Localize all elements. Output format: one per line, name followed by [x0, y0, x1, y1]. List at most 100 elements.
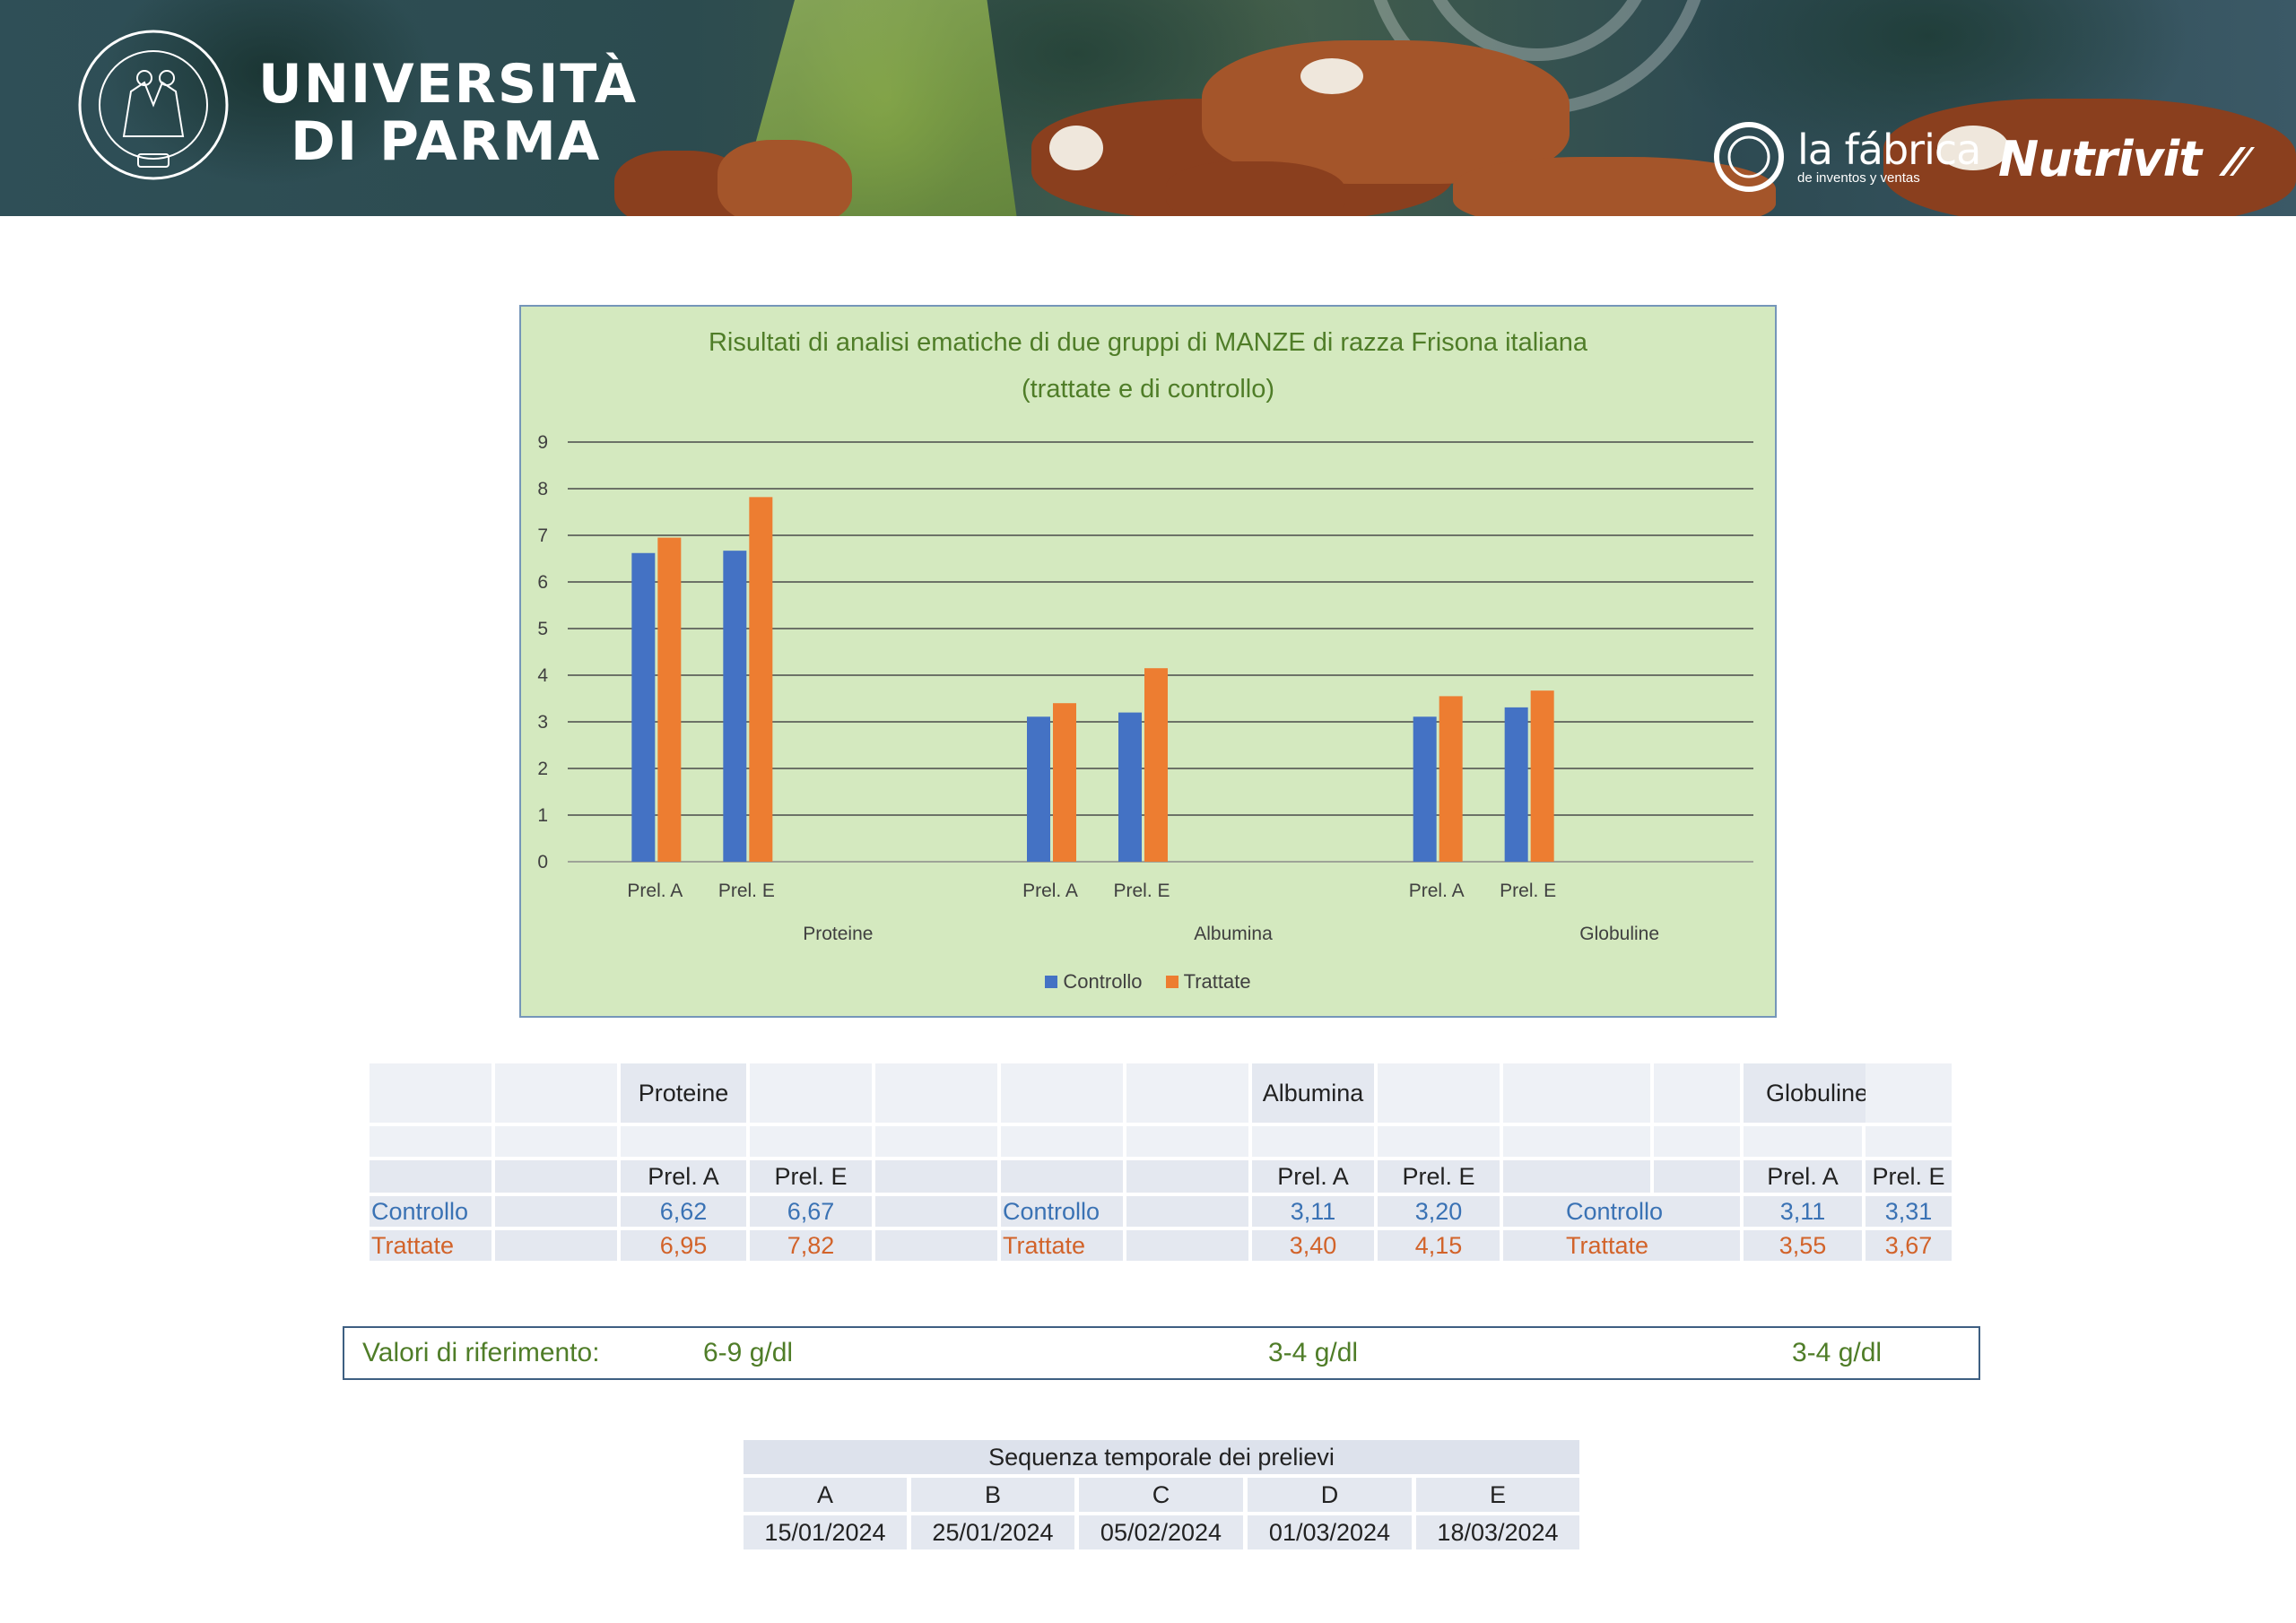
reference-values-box: Valori di riferimento: 6-9 g/dl 3-4 g/dl…	[343, 1326, 1980, 1380]
sequence-date-e: 18/03/2024	[1416, 1515, 1579, 1549]
table-cell-empty	[875, 1126, 997, 1157]
col-header-prel-a: Prel. A	[1252, 1160, 1374, 1193]
cow-image	[1453, 157, 1776, 216]
reference-label: Valori di riferimento:	[362, 1338, 600, 1367]
value-controllo-prel-e: 3,20	[1378, 1196, 1500, 1227]
university-seal-logo	[78, 30, 229, 180]
value-controllo-prel-a: 3,11	[1744, 1196, 1862, 1227]
sequence-letter-c: C	[1079, 1478, 1243, 1512]
header-banner: UNIVERSITÀ DI PARMA la fábrica de invent…	[0, 0, 2296, 216]
y-tick-label: 5	[537, 619, 548, 639]
table-cell-empty	[370, 1160, 491, 1193]
sequence-letter-e: E	[1416, 1478, 1579, 1512]
row-label-controllo: Controllo	[1564, 1196, 1740, 1227]
university-name: UNIVERSITÀ DI PARMA	[258, 56, 638, 170]
y-tick-label: 0	[537, 852, 548, 872]
nutrivit-logo-text: Nutrivit	[1998, 131, 2202, 187]
bar-controllo-globuline	[1413, 716, 1437, 862]
x-category-label: Prel. E	[1500, 881, 1556, 901]
table-cell-empty	[1654, 1063, 1740, 1123]
cow-image	[1883, 99, 2296, 216]
x-category-label: Prel. A	[1022, 881, 1078, 901]
col-header-prel-e: Prel. E	[1866, 1160, 1952, 1193]
col-header-prel-a: Prel. A	[621, 1160, 746, 1193]
bar-controllo-albumina	[1027, 716, 1050, 862]
table-cell-empty	[1252, 1126, 1374, 1157]
table-cell-empty	[875, 1230, 997, 1261]
bar-trattate-albumina	[1144, 668, 1168, 862]
reference-value-proteine: 6-9 g/dl	[703, 1338, 794, 1367]
chart-legend: Controllo Trattate	[521, 970, 1775, 994]
sequence-letter-b: B	[911, 1478, 1074, 1512]
table-cell-empty	[1378, 1126, 1500, 1157]
chart-title: Risultati di analisi ematiche di due gru…	[708, 328, 1587, 357]
table-cell-empty	[1126, 1063, 1248, 1123]
university-name-line2: DI PARMA	[291, 110, 602, 173]
col-header-prel-e: Prel. E	[1378, 1160, 1500, 1193]
table-cell-empty	[1744, 1126, 1862, 1157]
table-cell-empty	[495, 1063, 617, 1123]
table-cell-empty	[1126, 1230, 1248, 1261]
value-trattate-prel-a: 3,40	[1252, 1230, 1374, 1261]
table-cell-empty	[621, 1126, 746, 1157]
bar-trattate-albumina	[1053, 703, 1076, 862]
table-cell-empty	[495, 1126, 617, 1157]
bar-trattate-proteine	[749, 497, 773, 862]
value-controllo-prel-a: 3,11	[1252, 1196, 1374, 1227]
table-cell-empty	[1564, 1160, 1650, 1193]
value-trattate-prel-e: 3,67	[1866, 1230, 1952, 1261]
bar-controllo-proteine	[631, 552, 656, 862]
sequence-title: Sequenza temporale dei prelievi	[744, 1440, 1579, 1474]
col-header-prel-e: Prel. E	[750, 1160, 872, 1193]
cow-image	[1202, 40, 1570, 184]
legend-label-trattate: Trattate	[1183, 970, 1251, 993]
sequence-date-b: 25/01/2024	[911, 1515, 1074, 1549]
x-group-label: Globuline	[1579, 924, 1659, 944]
table-cell-empty	[1001, 1160, 1123, 1193]
row-label-controllo: Controllo	[370, 1196, 491, 1227]
y-tick-label: 7	[537, 525, 548, 546]
table-cell-empty	[370, 1063, 491, 1123]
x-group-label: Albumina	[1194, 924, 1273, 944]
chart-panel: 0 1 2 3 4 5 6 7 8 9 Prel. A Prel. E Proteine Prel. A P…	[519, 305, 1777, 1018]
cow-image	[718, 140, 852, 216]
row-label-trattate: Trattate	[1001, 1230, 1123, 1261]
reference-value-albumina: 3-4 g/dl	[1268, 1338, 1359, 1367]
value-trattate-prel-e: 7,82	[750, 1230, 872, 1261]
chart-subtitle: (trattate e di controllo)	[1021, 375, 1275, 404]
table-cell-empty	[1564, 1126, 1650, 1157]
bar-chart: 0 1 2 3 4 5 6 7 8 9 Prel. A Prel. E Proteine Prel. A P…	[537, 432, 1753, 944]
legend-item-controllo: Controllo	[1045, 970, 1142, 994]
bar-controllo-albumina	[1118, 712, 1142, 862]
table-cell-empty	[495, 1196, 617, 1227]
sequence-date-d: 01/03/2024	[1248, 1515, 1412, 1549]
legend-swatch-trattate	[1165, 976, 1178, 988]
value-trattate-prel-a: 3,55	[1744, 1230, 1862, 1261]
table-cell-empty	[875, 1063, 997, 1123]
y-tick-label: 1	[537, 805, 548, 826]
table-cell-empty	[1866, 1126, 1952, 1157]
table-cell-empty	[1126, 1126, 1248, 1157]
row-label-trattate: Trattate	[1564, 1230, 1740, 1261]
la-fabrica-logo-text: la fábrica	[1797, 126, 1981, 174]
group-header-albumina: Albumina	[1252, 1063, 1374, 1123]
row-label-trattate: Trattate	[370, 1230, 491, 1261]
sequence-date-c: 05/02/2024	[1079, 1515, 1243, 1549]
table-cell-empty	[1126, 1160, 1248, 1193]
table-cell-empty	[1866, 1063, 1952, 1123]
x-group-label: Proteine	[803, 924, 873, 944]
table-cell-empty	[1564, 1063, 1650, 1123]
table-cell-empty	[750, 1126, 872, 1157]
value-trattate-prel-e: 4,15	[1378, 1230, 1500, 1261]
legend-item-trattate: Trattate	[1165, 970, 1251, 994]
y-tick-label: 3	[537, 712, 548, 733]
nutrivit-mark-icon	[2219, 147, 2255, 176]
table-cell-empty	[750, 1063, 872, 1123]
table-cell-empty	[1654, 1126, 1740, 1157]
table-cell-empty	[875, 1196, 997, 1227]
table-cell-empty	[1378, 1063, 1500, 1123]
x-category-label: Prel. E	[1113, 881, 1170, 901]
bar-controllo-globuline	[1504, 707, 1528, 862]
table-cell-empty	[1654, 1160, 1740, 1193]
table-cell-empty	[1001, 1126, 1123, 1157]
